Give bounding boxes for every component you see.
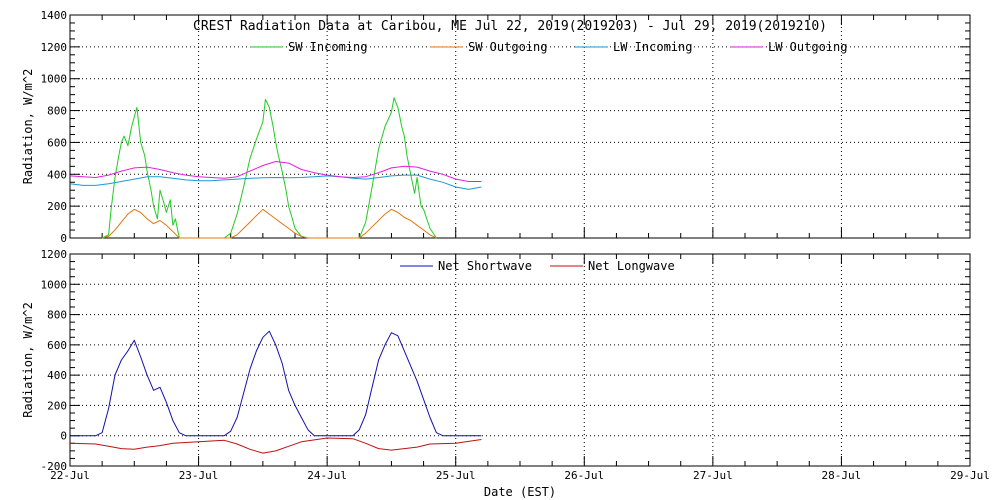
top-gridlines	[69, 15, 971, 238]
bottom-x-ticks: 22-Jul 23-Jul 24-Jul 25-Jul 26-Jul 27-Jul 28-J…	[50, 469, 990, 482]
top-y-ticks: 0 200 400 600 800 1000 1200 1400	[41, 9, 970, 245]
legend-label: Net Longwave	[588, 259, 675, 273]
x-tick-label: 28-Jul	[822, 469, 862, 482]
legend-label: Net Shortwave	[438, 259, 532, 273]
y-tick-label: 800	[47, 105, 67, 118]
x-tick-label: 25-Jul	[436, 469, 476, 482]
y-tick-label: 0	[60, 232, 67, 245]
x-axis-label: Date (EST)	[484, 485, 556, 499]
bottom-y-ticks: -200 0 200 400 600 800 1000 1200	[41, 248, 970, 473]
y-tick-label: 600	[47, 136, 67, 149]
y-tick-label: 800	[47, 309, 67, 322]
bottom-panel: -200 0 200 400 600 800 1000 1200 22-Jul 23-Jul 24…	[21, 248, 990, 499]
chart-title: CREST Radiation Data at Caribou, ME Jul …	[193, 19, 827, 34]
series-line-lw-outgoing	[69, 161, 482, 182]
x-tick-label: 23-Jul	[179, 469, 219, 482]
top-series	[69, 97, 482, 239]
y-tick-label: 1400	[41, 9, 68, 22]
x-tick-label: 22-Jul	[50, 469, 90, 482]
bottom-plot-frame	[69, 253, 971, 467]
series-line-net-longwave	[69, 437, 482, 454]
x-tick-label: 26-Jul	[564, 469, 604, 482]
bottom-gridlines	[69, 254, 971, 466]
y-tick-label: 400	[47, 168, 67, 181]
legend-label: SW Incoming	[288, 40, 367, 54]
top-y-axis-label: Radiation, W/m^2	[21, 69, 35, 185]
legend-label: LW Incoming	[613, 40, 692, 54]
legend-label: SW Outgoing	[468, 40, 547, 54]
y-tick-label: 1000	[41, 278, 68, 291]
bottom-series	[69, 330, 482, 454]
y-tick-label: 1200	[41, 41, 68, 54]
legend-label: LW Outgoing	[768, 40, 847, 54]
y-tick-label: -200	[41, 460, 68, 473]
x-tick-label: 27-Jul	[693, 469, 733, 482]
bottom-y-axis-label: Radiation, W/m^2	[21, 302, 35, 418]
y-tick-label: 600	[47, 339, 67, 352]
y-tick-label: 200	[47, 200, 67, 213]
x-tick-label: 24-Jul	[307, 469, 347, 482]
y-tick-label: 1000	[41, 73, 68, 86]
bottom-legend: Net Shortwave Net Longwave	[400, 259, 675, 273]
top-legend: SW Incoming SW Outgoing LW Incoming LW Outg…	[250, 40, 847, 54]
x-tick-label: 29-Jul	[950, 469, 990, 482]
y-tick-label: 400	[47, 369, 67, 382]
series-line-lw-incoming	[69, 174, 482, 190]
y-tick-label: 0	[60, 430, 67, 443]
y-tick-label: 1200	[41, 248, 68, 261]
series-line-net-shortwave	[70, 330, 482, 437]
series-line-sw-incoming	[101, 97, 437, 239]
series-line-sw-outgoing	[101, 208, 437, 239]
y-tick-label: 200	[47, 399, 67, 412]
